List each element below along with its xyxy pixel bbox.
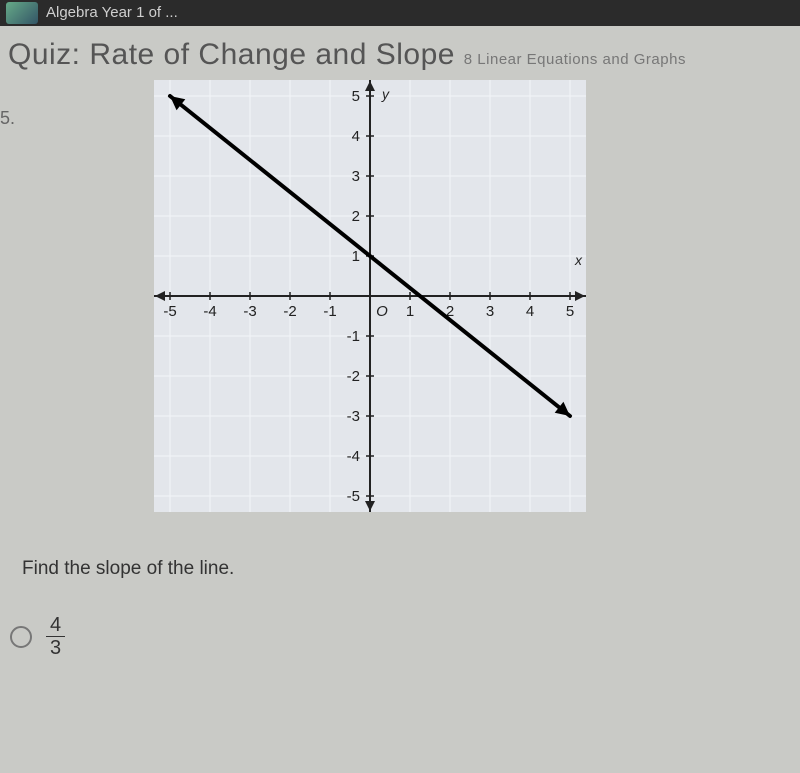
browser-tab-bar: Algebra Year 1 of ... <box>0 0 800 26</box>
quiz-heading: Quiz: Rate of Change and Slope 8 Linear … <box>8 26 792 80</box>
x-axis-label: x <box>575 252 582 268</box>
y-axis-label: y <box>382 86 389 102</box>
answer-fraction: 4 3 <box>46 614 65 659</box>
svg-text:-4: -4 <box>203 303 216 320</box>
svg-text:-5: -5 <box>163 303 176 320</box>
svg-text:O: O <box>376 303 388 320</box>
tab-title: Algebra Year 1 of ... <box>46 4 178 21</box>
svg-text:5: 5 <box>352 88 360 105</box>
svg-text:3: 3 <box>486 303 494 320</box>
svg-text:-2: -2 <box>347 368 360 385</box>
question-prompt: Find the slope of the line. <box>22 558 792 580</box>
fraction-numerator: 4 <box>46 614 65 637</box>
svg-text:-1: -1 <box>347 328 360 345</box>
svg-text:-4: -4 <box>347 448 360 465</box>
svg-text:-1: -1 <box>323 303 336 320</box>
answer-option-1[interactable]: 4 3 <box>10 614 792 659</box>
course-favicon <box>6 2 38 24</box>
quiz-page: Quiz: Rate of Change and Slope 8 Linear … <box>0 26 800 659</box>
svg-text:4: 4 <box>526 303 534 320</box>
coordinate-graph: -5-4-3-2-1O12345-5-4-3-2-112345 y x <box>154 80 586 512</box>
svg-text:2: 2 <box>352 208 360 225</box>
svg-text:-5: -5 <box>347 488 360 505</box>
graph-svg: -5-4-3-2-1O12345-5-4-3-2-112345 <box>154 80 586 512</box>
question-number: 5. <box>0 108 15 129</box>
svg-text:-3: -3 <box>243 303 256 320</box>
fraction-denominator: 3 <box>46 637 65 659</box>
radio-unselected-icon[interactable] <box>10 626 32 648</box>
svg-text:3: 3 <box>352 168 360 185</box>
svg-text:1: 1 <box>406 303 414 320</box>
svg-text:1: 1 <box>352 248 360 265</box>
quiz-title-text: Quiz: Rate of Change and Slope <box>8 38 455 71</box>
svg-text:5: 5 <box>566 303 574 320</box>
svg-text:-3: -3 <box>347 408 360 425</box>
svg-text:-2: -2 <box>283 303 296 320</box>
quiz-subtitle-text: 8 Linear Equations and Graphs <box>464 51 686 68</box>
svg-text:4: 4 <box>352 128 360 145</box>
